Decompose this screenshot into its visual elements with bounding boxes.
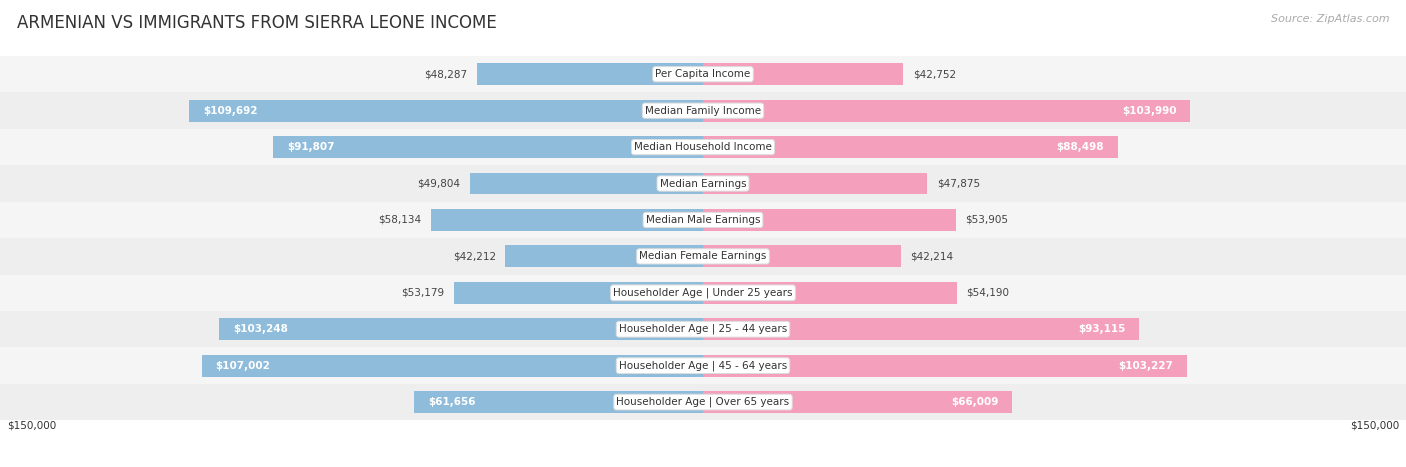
Bar: [273, 136, 703, 158]
Bar: [703, 282, 957, 304]
Bar: [703, 173, 928, 194]
Text: $93,115: $93,115: [1078, 324, 1125, 334]
Bar: [0, 275, 1406, 311]
Text: $107,002: $107,002: [215, 361, 270, 371]
Bar: [0, 165, 1406, 202]
Text: $54,190: $54,190: [966, 288, 1010, 298]
Text: $103,227: $103,227: [1118, 361, 1173, 371]
Text: $103,990: $103,990: [1122, 106, 1177, 116]
Bar: [703, 355, 1187, 376]
Text: $42,752: $42,752: [912, 69, 956, 79]
Bar: [0, 311, 1406, 347]
Text: Source: ZipAtlas.com: Source: ZipAtlas.com: [1271, 14, 1389, 24]
Bar: [0, 238, 1406, 275]
Text: $91,807: $91,807: [287, 142, 335, 152]
Bar: [201, 355, 703, 376]
Bar: [470, 173, 703, 194]
Text: $150,000: $150,000: [1350, 420, 1399, 430]
Bar: [703, 209, 956, 231]
Bar: [703, 246, 901, 267]
Bar: [0, 56, 1406, 92]
Bar: [0, 384, 1406, 420]
Text: Median Earnings: Median Earnings: [659, 178, 747, 189]
Text: $47,875: $47,875: [936, 178, 980, 189]
Text: $109,692: $109,692: [202, 106, 257, 116]
Text: $66,009: $66,009: [950, 397, 998, 407]
Bar: [703, 100, 1191, 121]
Text: ARMENIAN VS IMMIGRANTS FROM SIERRA LEONE INCOME: ARMENIAN VS IMMIGRANTS FROM SIERRA LEONE…: [17, 14, 496, 32]
Text: $61,656: $61,656: [427, 397, 475, 407]
Text: $88,498: $88,498: [1056, 142, 1104, 152]
Bar: [477, 64, 703, 85]
Text: Householder Age | Under 25 years: Householder Age | Under 25 years: [613, 288, 793, 298]
Text: Householder Age | Over 65 years: Householder Age | Over 65 years: [616, 397, 790, 407]
Text: Householder Age | 45 - 64 years: Householder Age | 45 - 64 years: [619, 361, 787, 371]
Bar: [0, 129, 1406, 165]
Text: $53,905: $53,905: [965, 215, 1008, 225]
Bar: [430, 209, 703, 231]
Text: $103,248: $103,248: [233, 324, 288, 334]
Text: Householder Age | 25 - 44 years: Householder Age | 25 - 44 years: [619, 324, 787, 334]
Bar: [454, 282, 703, 304]
Bar: [505, 246, 703, 267]
Text: Median Male Earnings: Median Male Earnings: [645, 215, 761, 225]
Bar: [703, 136, 1118, 158]
Bar: [413, 391, 703, 413]
Bar: [188, 100, 703, 121]
Text: $58,134: $58,134: [378, 215, 422, 225]
Bar: [703, 318, 1139, 340]
Text: $150,000: $150,000: [7, 420, 56, 430]
Text: Median Household Income: Median Household Income: [634, 142, 772, 152]
Bar: [219, 318, 703, 340]
Text: Median Family Income: Median Family Income: [645, 106, 761, 116]
Text: $49,804: $49,804: [418, 178, 460, 189]
Text: Median Female Earnings: Median Female Earnings: [640, 251, 766, 262]
Text: $48,287: $48,287: [425, 69, 467, 79]
Bar: [0, 202, 1406, 238]
Text: $42,214: $42,214: [910, 251, 953, 262]
Text: Per Capita Income: Per Capita Income: [655, 69, 751, 79]
Text: $53,179: $53,179: [401, 288, 444, 298]
Bar: [0, 92, 1406, 129]
Bar: [703, 391, 1012, 413]
Bar: [0, 347, 1406, 384]
Text: $42,212: $42,212: [453, 251, 496, 262]
Bar: [703, 64, 904, 85]
